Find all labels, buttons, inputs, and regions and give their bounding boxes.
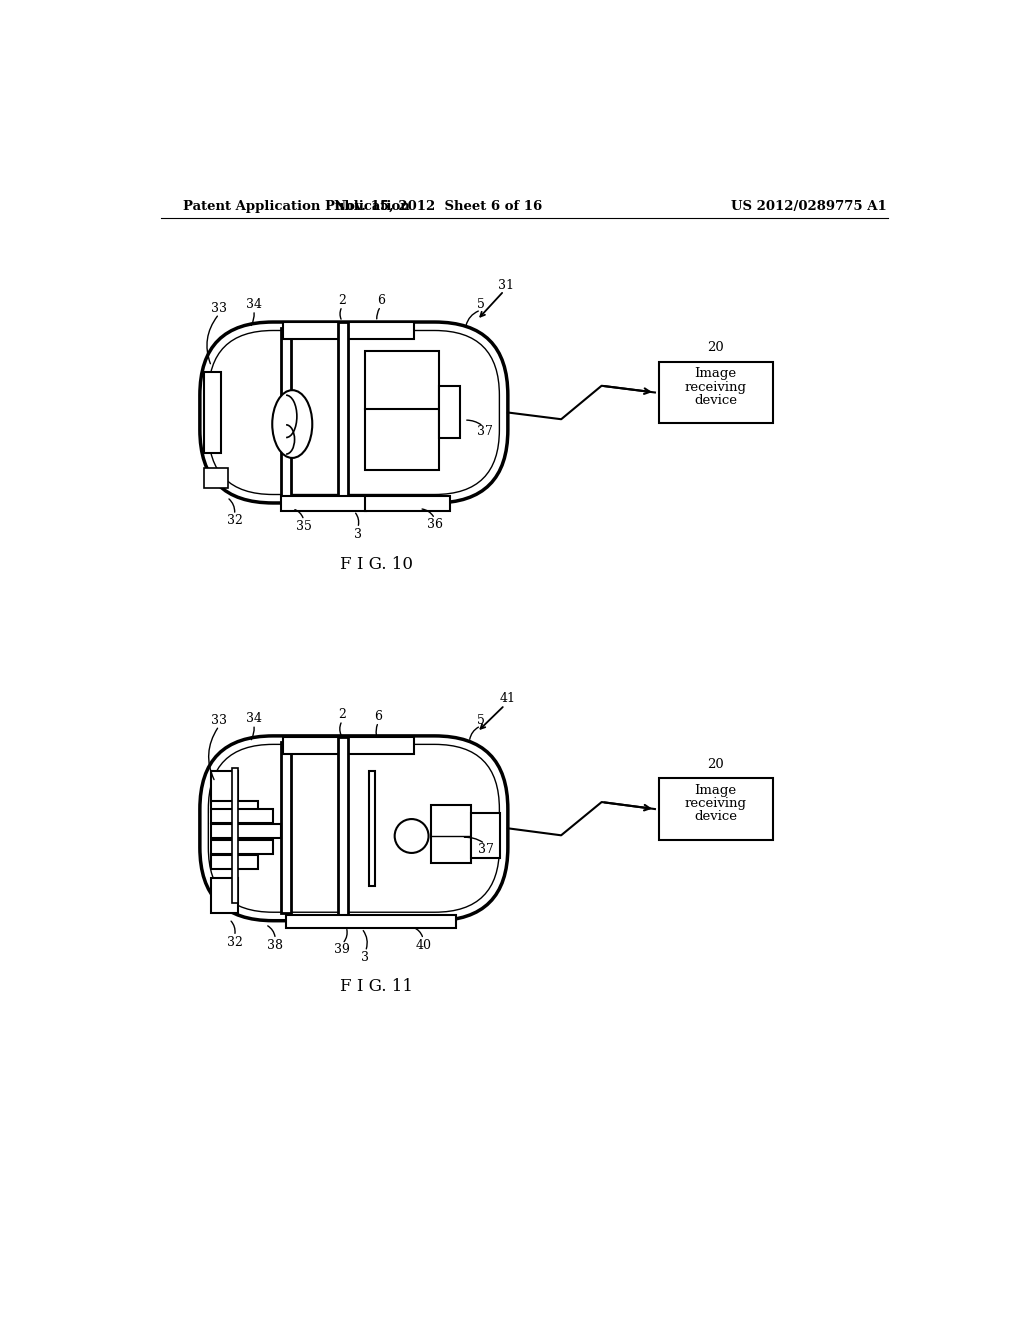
Ellipse shape <box>272 391 312 458</box>
Text: Image: Image <box>694 784 737 797</box>
Text: receiving: receiving <box>685 797 746 810</box>
Text: 20: 20 <box>708 758 724 771</box>
Text: 36: 36 <box>427 517 442 531</box>
Text: 2: 2 <box>338 708 346 721</box>
Bar <box>211 801 258 812</box>
Text: device: device <box>694 810 737 824</box>
Bar <box>471 813 500 858</box>
Text: 33: 33 <box>211 714 227 727</box>
Bar <box>283 322 414 339</box>
Bar <box>282 742 291 913</box>
Text: 40: 40 <box>415 939 431 952</box>
Bar <box>211 825 281 838</box>
Bar <box>204 372 220 453</box>
Bar <box>232 768 239 903</box>
Text: 37: 37 <box>478 843 495 857</box>
Text: 31: 31 <box>499 279 514 292</box>
Text: 32: 32 <box>226 936 243 949</box>
Text: device: device <box>694 393 737 407</box>
Bar <box>204 469 228 488</box>
Text: 2: 2 <box>338 294 346 308</box>
Text: 38: 38 <box>267 939 284 952</box>
FancyBboxPatch shape <box>200 322 508 503</box>
Text: F I G. 11: F I G. 11 <box>340 978 414 995</box>
Bar <box>431 805 471 863</box>
Text: US 2012/0289775 A1: US 2012/0289775 A1 <box>731 199 887 213</box>
Text: 20: 20 <box>708 342 724 354</box>
Bar <box>211 878 239 913</box>
Text: 33: 33 <box>211 302 227 315</box>
Text: F I G. 10: F I G. 10 <box>340 557 414 573</box>
Bar <box>211 855 258 869</box>
Bar <box>282 496 367 511</box>
Text: 37: 37 <box>477 425 493 438</box>
Text: 34: 34 <box>246 713 262 726</box>
Text: 5: 5 <box>477 714 484 727</box>
Text: Image: Image <box>694 367 737 380</box>
Bar <box>658 779 773 840</box>
Bar <box>283 738 414 755</box>
Text: receiving: receiving <box>685 380 746 393</box>
Text: 3: 3 <box>353 528 361 541</box>
Text: Patent Application Publication: Patent Application Publication <box>183 199 410 213</box>
Bar <box>211 809 273 822</box>
Bar <box>339 738 348 919</box>
Bar <box>339 322 348 499</box>
Text: Nov. 15, 2012  Sheet 6 of 16: Nov. 15, 2012 Sheet 6 of 16 <box>335 199 543 213</box>
Bar <box>366 496 451 511</box>
Bar <box>211 771 239 805</box>
Circle shape <box>394 818 429 853</box>
Text: 34: 34 <box>246 298 262 312</box>
Text: 41: 41 <box>500 693 516 705</box>
FancyBboxPatch shape <box>200 737 508 921</box>
Bar <box>211 840 273 854</box>
Bar <box>658 362 773 424</box>
Bar <box>286 915 456 928</box>
Text: 5: 5 <box>477 298 484 312</box>
Text: 39: 39 <box>335 944 350 957</box>
Bar <box>370 771 376 886</box>
Text: 32: 32 <box>226 513 243 527</box>
Bar <box>282 327 291 496</box>
Bar <box>438 385 460 438</box>
Text: 6: 6 <box>375 710 383 723</box>
Text: 3: 3 <box>361 952 370 964</box>
Text: 35: 35 <box>296 520 311 533</box>
Text: 6: 6 <box>377 294 385 308</box>
Bar <box>366 351 438 470</box>
